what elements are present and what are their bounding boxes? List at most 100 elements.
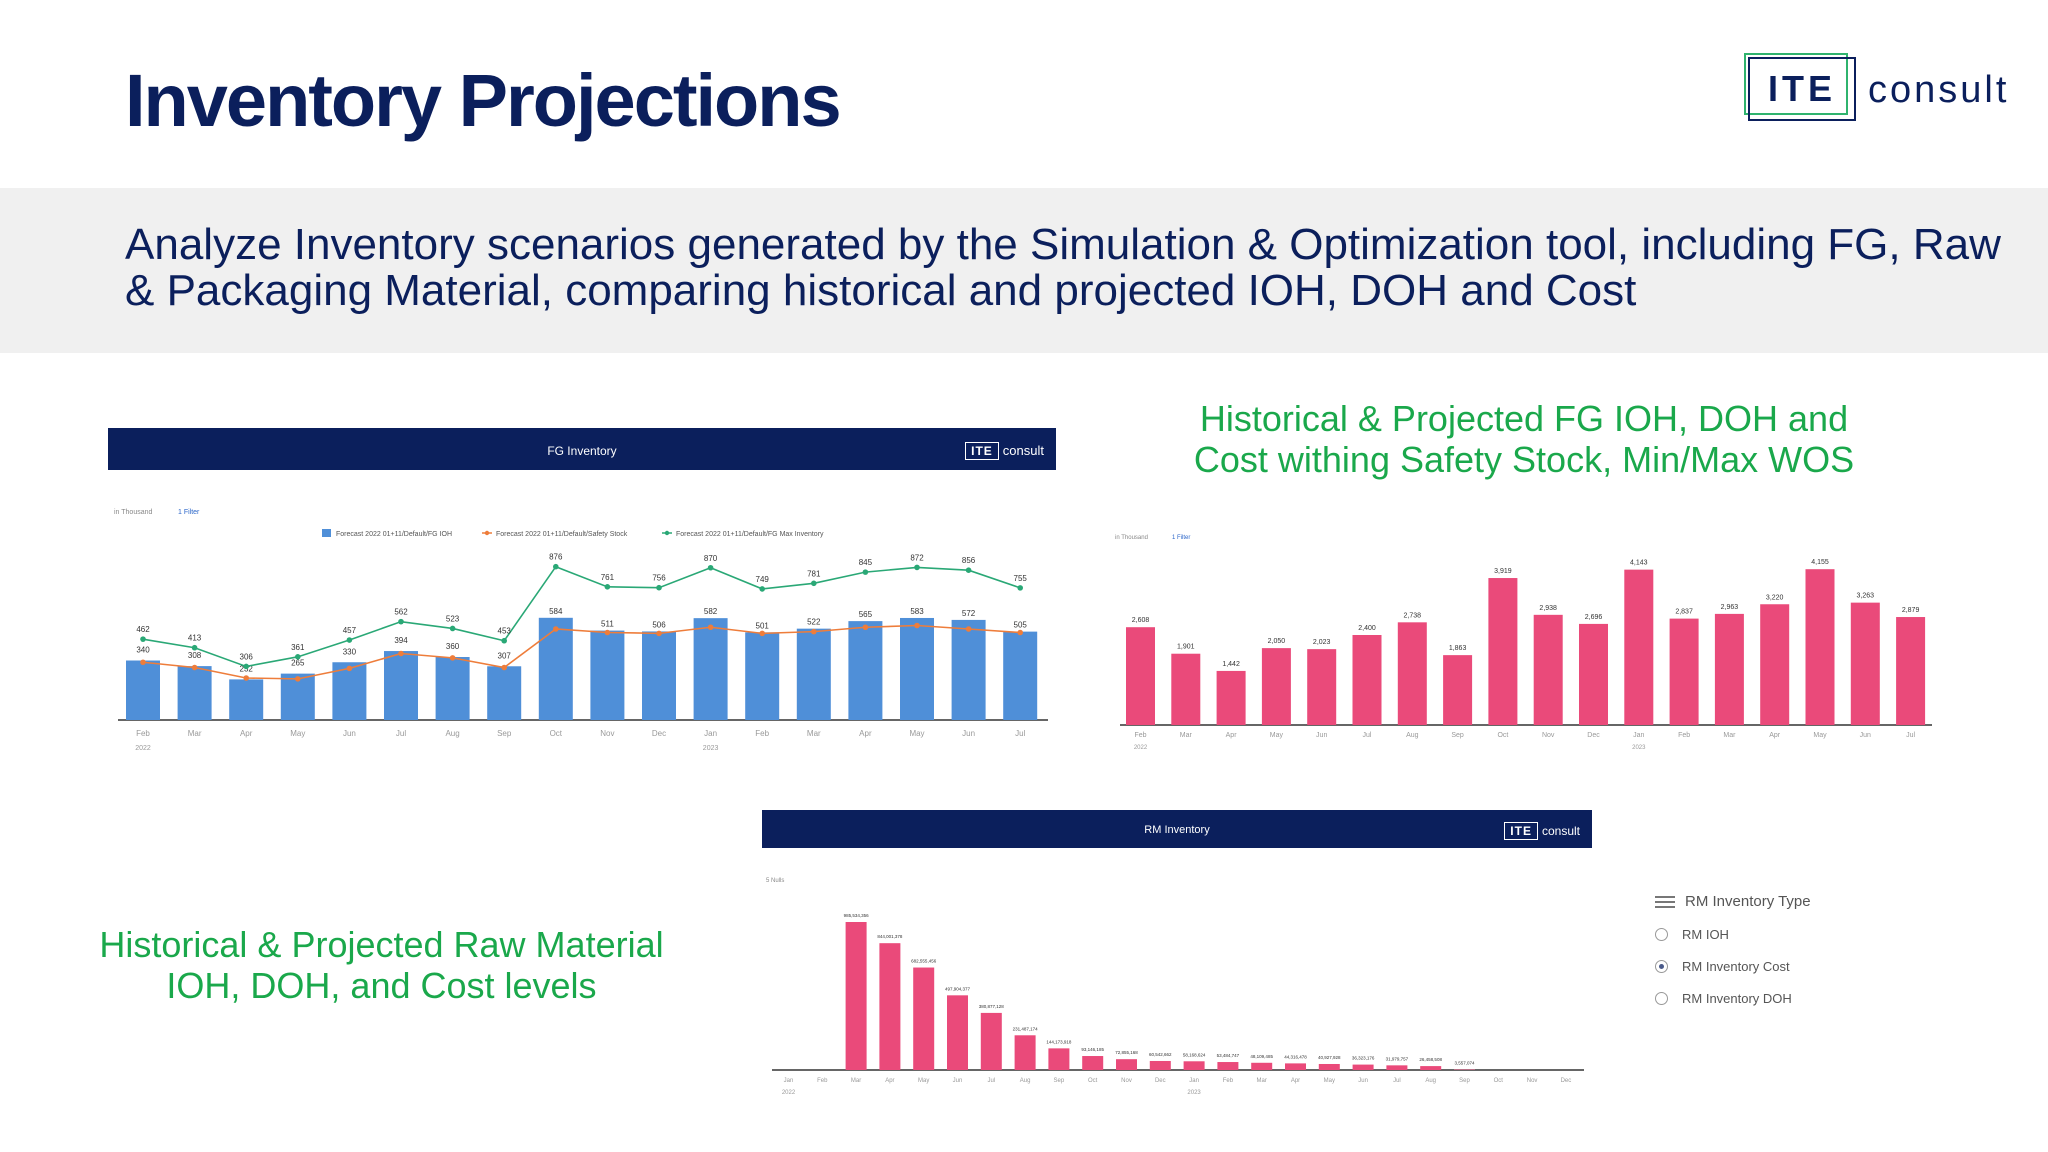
radio-icon[interactable] (1655, 991, 1668, 1005)
rm-type-option-cost[interactable]: RM Inventory Cost (1655, 950, 1855, 982)
bar (1251, 1062, 1273, 1070)
fg-panel-title: FG Inventory (547, 444, 617, 458)
safety-stock-point (346, 665, 353, 672)
tick-label: Dec (1561, 1078, 1572, 1084)
safety-stock-point (965, 626, 972, 632)
bar-label: 340 (136, 646, 150, 655)
bar (1420, 1066, 1442, 1070)
bar-label: 144,173,918 (1046, 1039, 1072, 1044)
bar (1714, 613, 1744, 725)
rm-type-option-ioh[interactable]: RM IOH (1655, 918, 1855, 950)
max-inventory-point (191, 644, 198, 651)
max-inventory-label: 856 (962, 556, 976, 565)
tick-label: Jul (1393, 1078, 1401, 1084)
tick-label: Mar (1257, 1078, 1267, 1084)
tick-label: Oct (1497, 732, 1508, 739)
rm-panel-header: RM Inventory ITE consult (762, 810, 1592, 848)
max-inventory-point (604, 584, 611, 590)
bar (1048, 1048, 1070, 1070)
tick-label: Feb (817, 1078, 828, 1084)
bar (1003, 631, 1038, 720)
bar-label: 572 (962, 609, 976, 618)
bar-label: 58,168,624 (1183, 1052, 1206, 1057)
max-inventory-label: 457 (343, 626, 357, 635)
max-inventory-point (811, 580, 817, 587)
safety-stock-point (604, 629, 611, 636)
page-title: Inventory Projections (125, 59, 842, 142)
tick-label: Jul (1906, 732, 1915, 739)
tick-label: Jun (953, 1078, 963, 1084)
tick-label: Mar (188, 729, 202, 738)
tick-label: Feb (755, 729, 769, 738)
bar (177, 666, 212, 720)
tick-label: Apr (240, 729, 253, 738)
bar-label: 360 (446, 642, 460, 651)
tick-label: Apr (1769, 732, 1781, 739)
safety-stock-point (449, 655, 456, 661)
max-inventory-label: 872 (910, 553, 924, 562)
tick-label: Nov (1527, 1078, 1538, 1084)
max-inventory-point (707, 564, 714, 571)
safety-stock-point (501, 664, 508, 671)
bar (126, 660, 160, 720)
radio-icon[interactable] (1655, 927, 1668, 941)
bar-label: 2,963 (1721, 604, 1739, 611)
bar-label: 1,863 (1449, 645, 1467, 652)
max-inventory-point (914, 564, 920, 571)
bar (693, 618, 728, 720)
tick-label: Feb (1223, 1078, 1234, 1084)
tick-label: Jun (1358, 1078, 1368, 1084)
max-inventory-label: 749 (756, 575, 770, 584)
safety-stock-point (914, 622, 920, 629)
bar (1217, 1062, 1239, 1070)
tick-label: Sep (1451, 732, 1464, 739)
safety-stock-point (398, 650, 404, 657)
tick-label: Jun (962, 729, 975, 738)
bar-label: 308 (188, 651, 202, 660)
bar-label: 583 (910, 607, 924, 616)
year-label: 2023 (1632, 745, 1646, 751)
max-inventory-point (862, 569, 869, 575)
max-inventory-label: 761 (601, 573, 615, 582)
rm-inventory-chart: 5 Nulls Jan Feb 985,534,356 Mar 844,001,378 Ap… (766, 878, 1584, 1096)
bar-label: 231,487,174 (1013, 1026, 1039, 1031)
bar-label: 36,323,176 (1352, 1056, 1375, 1061)
logo-mark: ITE (1748, 57, 1856, 121)
tick-label: Jul (987, 1078, 995, 1084)
bar (1149, 1060, 1171, 1070)
tick-label: Oct (550, 729, 563, 738)
bar (1216, 670, 1246, 725)
tick-label: May (909, 729, 924, 738)
bar-label: 522 (807, 618, 821, 627)
bar (1805, 569, 1835, 725)
bar-label: 72,855,168 (1115, 1050, 1138, 1055)
bar-label: 844,001,378 (877, 934, 903, 939)
max-inventory-point (295, 654, 301, 660)
max-inventory-label: 453 (498, 627, 512, 636)
bar (1082, 1056, 1104, 1070)
bar (1533, 614, 1563, 725)
rm-type-option-doh[interactable]: RM Inventory DOH (1655, 982, 1855, 1014)
bar (848, 621, 883, 720)
max-inventory-label: 361 (291, 643, 305, 652)
fg-inventory-chart: in Thousand 1 Filter Forecast 2022 01+11/D… (114, 509, 1048, 752)
bar-label: 394 (394, 636, 408, 645)
bar (1285, 1063, 1306, 1070)
max-inventory-label: 306 (240, 652, 254, 661)
safety-stock-point (553, 626, 559, 632)
max-inventory-point (759, 586, 765, 592)
fg-caption: Historical & Projected FG IOH, DOH and C… (1193, 398, 1855, 480)
bar (951, 619, 986, 720)
bar (1352, 635, 1382, 725)
bar-label: 2,938 (1539, 605, 1557, 612)
bar-label: 3,263 (1857, 593, 1875, 600)
tick-label: Mar (807, 729, 821, 738)
bar (332, 662, 367, 720)
rm-inventory-type-selector: RM Inventory Type RM IOH RM Inventory Co… (1655, 893, 1855, 1014)
radio-selected-icon[interactable] (1655, 959, 1668, 973)
tick-label: Dec (1587, 732, 1600, 739)
bar (590, 630, 625, 720)
bar-label: 330 (343, 647, 357, 656)
max-inventory-point (553, 563, 559, 570)
bar (1579, 623, 1608, 725)
